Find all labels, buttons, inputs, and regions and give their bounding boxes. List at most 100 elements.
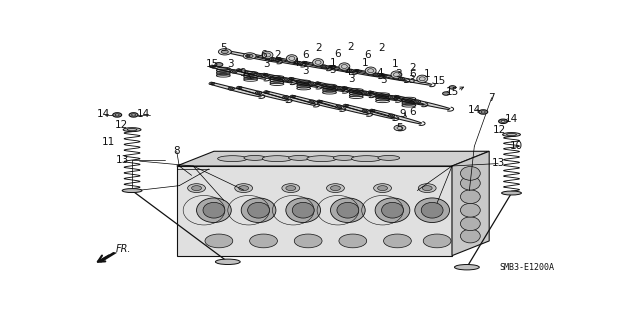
Ellipse shape	[321, 65, 327, 68]
Ellipse shape	[294, 234, 322, 248]
Ellipse shape	[289, 155, 310, 160]
Text: 3: 3	[349, 74, 355, 84]
Ellipse shape	[460, 217, 480, 231]
Ellipse shape	[351, 156, 381, 162]
Ellipse shape	[502, 133, 520, 137]
Ellipse shape	[283, 96, 289, 99]
Ellipse shape	[230, 70, 237, 73]
Polygon shape	[212, 83, 261, 97]
Ellipse shape	[257, 92, 260, 93]
Polygon shape	[279, 58, 328, 69]
Ellipse shape	[232, 70, 236, 72]
Text: 8: 8	[173, 146, 180, 156]
Ellipse shape	[247, 55, 250, 57]
Polygon shape	[239, 70, 292, 83]
Ellipse shape	[460, 203, 480, 217]
Ellipse shape	[381, 202, 403, 218]
Ellipse shape	[460, 190, 480, 204]
Text: 3: 3	[262, 59, 269, 69]
Text: 10: 10	[510, 141, 523, 151]
Text: 15: 15	[445, 87, 459, 97]
Polygon shape	[97, 252, 117, 263]
Text: 6: 6	[260, 50, 267, 60]
Ellipse shape	[502, 191, 522, 195]
Ellipse shape	[414, 100, 420, 103]
Ellipse shape	[348, 69, 353, 72]
Text: 4: 4	[377, 68, 383, 78]
Ellipse shape	[284, 96, 287, 98]
Polygon shape	[291, 78, 345, 92]
Ellipse shape	[312, 59, 324, 66]
Ellipse shape	[339, 234, 367, 248]
Ellipse shape	[191, 186, 202, 190]
Text: 9: 9	[399, 109, 406, 119]
Ellipse shape	[423, 234, 451, 248]
Ellipse shape	[262, 51, 273, 59]
Text: SMB3-E1200A: SMB3-E1200A	[499, 263, 554, 272]
Ellipse shape	[335, 86, 342, 90]
Ellipse shape	[481, 111, 485, 113]
Ellipse shape	[310, 101, 314, 102]
Ellipse shape	[129, 113, 138, 117]
Ellipse shape	[422, 186, 432, 190]
Ellipse shape	[337, 106, 340, 107]
Ellipse shape	[460, 176, 480, 190]
Ellipse shape	[239, 186, 249, 190]
Text: 2: 2	[315, 43, 321, 53]
Ellipse shape	[330, 186, 340, 190]
Text: 14: 14	[137, 109, 150, 119]
Ellipse shape	[250, 234, 277, 248]
Ellipse shape	[286, 186, 296, 190]
Text: 15: 15	[433, 76, 446, 86]
Text: 13: 13	[116, 155, 129, 165]
Ellipse shape	[269, 58, 275, 61]
Text: 1: 1	[392, 59, 398, 69]
Text: 14: 14	[97, 109, 110, 119]
Text: 3: 3	[330, 65, 336, 75]
Ellipse shape	[501, 120, 505, 122]
Ellipse shape	[415, 198, 449, 223]
Ellipse shape	[221, 50, 228, 54]
Ellipse shape	[375, 198, 410, 223]
Ellipse shape	[218, 156, 248, 162]
Polygon shape	[331, 66, 381, 77]
Text: 14: 14	[504, 114, 518, 124]
Text: 13: 13	[492, 158, 505, 168]
Ellipse shape	[373, 73, 379, 76]
Ellipse shape	[218, 48, 231, 55]
Ellipse shape	[123, 128, 141, 132]
Polygon shape	[253, 55, 303, 66]
Polygon shape	[305, 62, 355, 73]
Polygon shape	[371, 92, 424, 105]
Ellipse shape	[388, 96, 395, 99]
Ellipse shape	[454, 264, 479, 270]
Text: 3: 3	[408, 75, 415, 85]
Ellipse shape	[421, 202, 443, 218]
Polygon shape	[397, 96, 450, 110]
Ellipse shape	[337, 87, 340, 89]
Ellipse shape	[235, 184, 253, 193]
Ellipse shape	[203, 202, 225, 218]
Polygon shape	[346, 105, 396, 119]
Ellipse shape	[415, 101, 419, 102]
Ellipse shape	[257, 73, 263, 77]
Text: 5: 5	[221, 43, 227, 53]
Ellipse shape	[295, 61, 301, 64]
Ellipse shape	[390, 96, 393, 98]
Text: 14: 14	[468, 105, 481, 115]
Ellipse shape	[390, 115, 393, 116]
Polygon shape	[357, 70, 406, 81]
Ellipse shape	[383, 234, 412, 248]
Ellipse shape	[400, 78, 403, 79]
Ellipse shape	[216, 259, 240, 264]
Polygon shape	[265, 74, 319, 87]
Ellipse shape	[246, 55, 252, 57]
Ellipse shape	[460, 167, 480, 180]
Text: 6: 6	[364, 50, 371, 60]
Text: 1: 1	[362, 58, 369, 68]
Text: 6: 6	[409, 107, 415, 117]
Ellipse shape	[309, 82, 316, 85]
Ellipse shape	[339, 63, 350, 70]
Polygon shape	[230, 51, 279, 63]
Ellipse shape	[364, 92, 367, 93]
